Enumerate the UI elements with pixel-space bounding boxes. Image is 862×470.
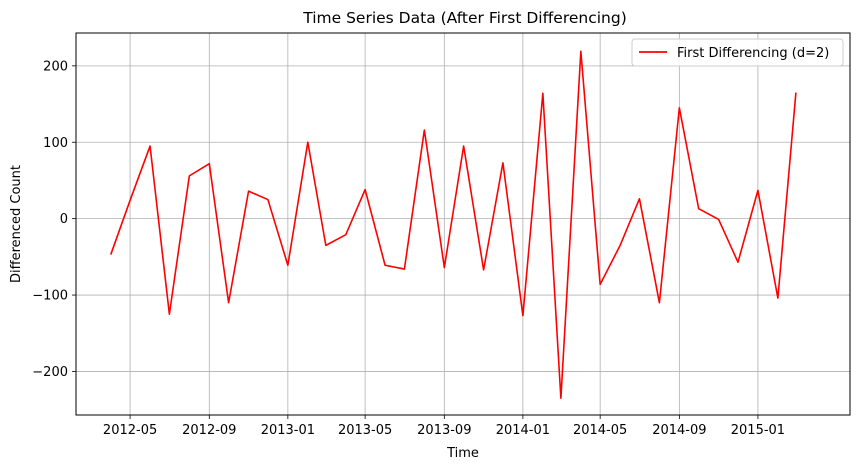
y-tick-label: 100 [43, 136, 68, 151]
x-tick-label: 2013-05 [338, 423, 392, 438]
y-tick-label: −200 [32, 365, 68, 380]
y-tick-label: 200 [43, 59, 68, 74]
legend: First Differencing (d=2) [631, 38, 844, 67]
y-tick-label: −100 [32, 289, 68, 304]
axis-ticks: 2012-05 2012-09 2013-01 2013-05 2013-09 2014-… [32, 59, 785, 438]
x-axis-label: Time [446, 446, 479, 461]
y-tick-label: 0 [60, 212, 68, 227]
x-tick-label: 2014-09 [652, 423, 706, 438]
plot-frame [75, 32, 851, 416]
legend-label: First Differencing (d=2) [677, 46, 829, 61]
x-tick-label: 2013-01 [261, 423, 315, 438]
grid [76, 33, 850, 415]
x-tick-label: 2014-05 [573, 423, 627, 438]
x-tick-label: 2012-05 [103, 423, 157, 438]
y-axis-label: Differenced Count [9, 165, 24, 283]
chart-title: Time Series Data (After First Differenci… [302, 9, 627, 27]
x-tick-label: 2015-01 [731, 423, 785, 438]
series-layer [110, 50, 797, 399]
x-tick-label: 2014-01 [496, 423, 550, 438]
series-line [110, 50, 797, 399]
legend-box [631, 38, 844, 67]
x-tick-label: 2012-09 [182, 423, 236, 438]
x-tick-label: 2013-09 [417, 423, 471, 438]
